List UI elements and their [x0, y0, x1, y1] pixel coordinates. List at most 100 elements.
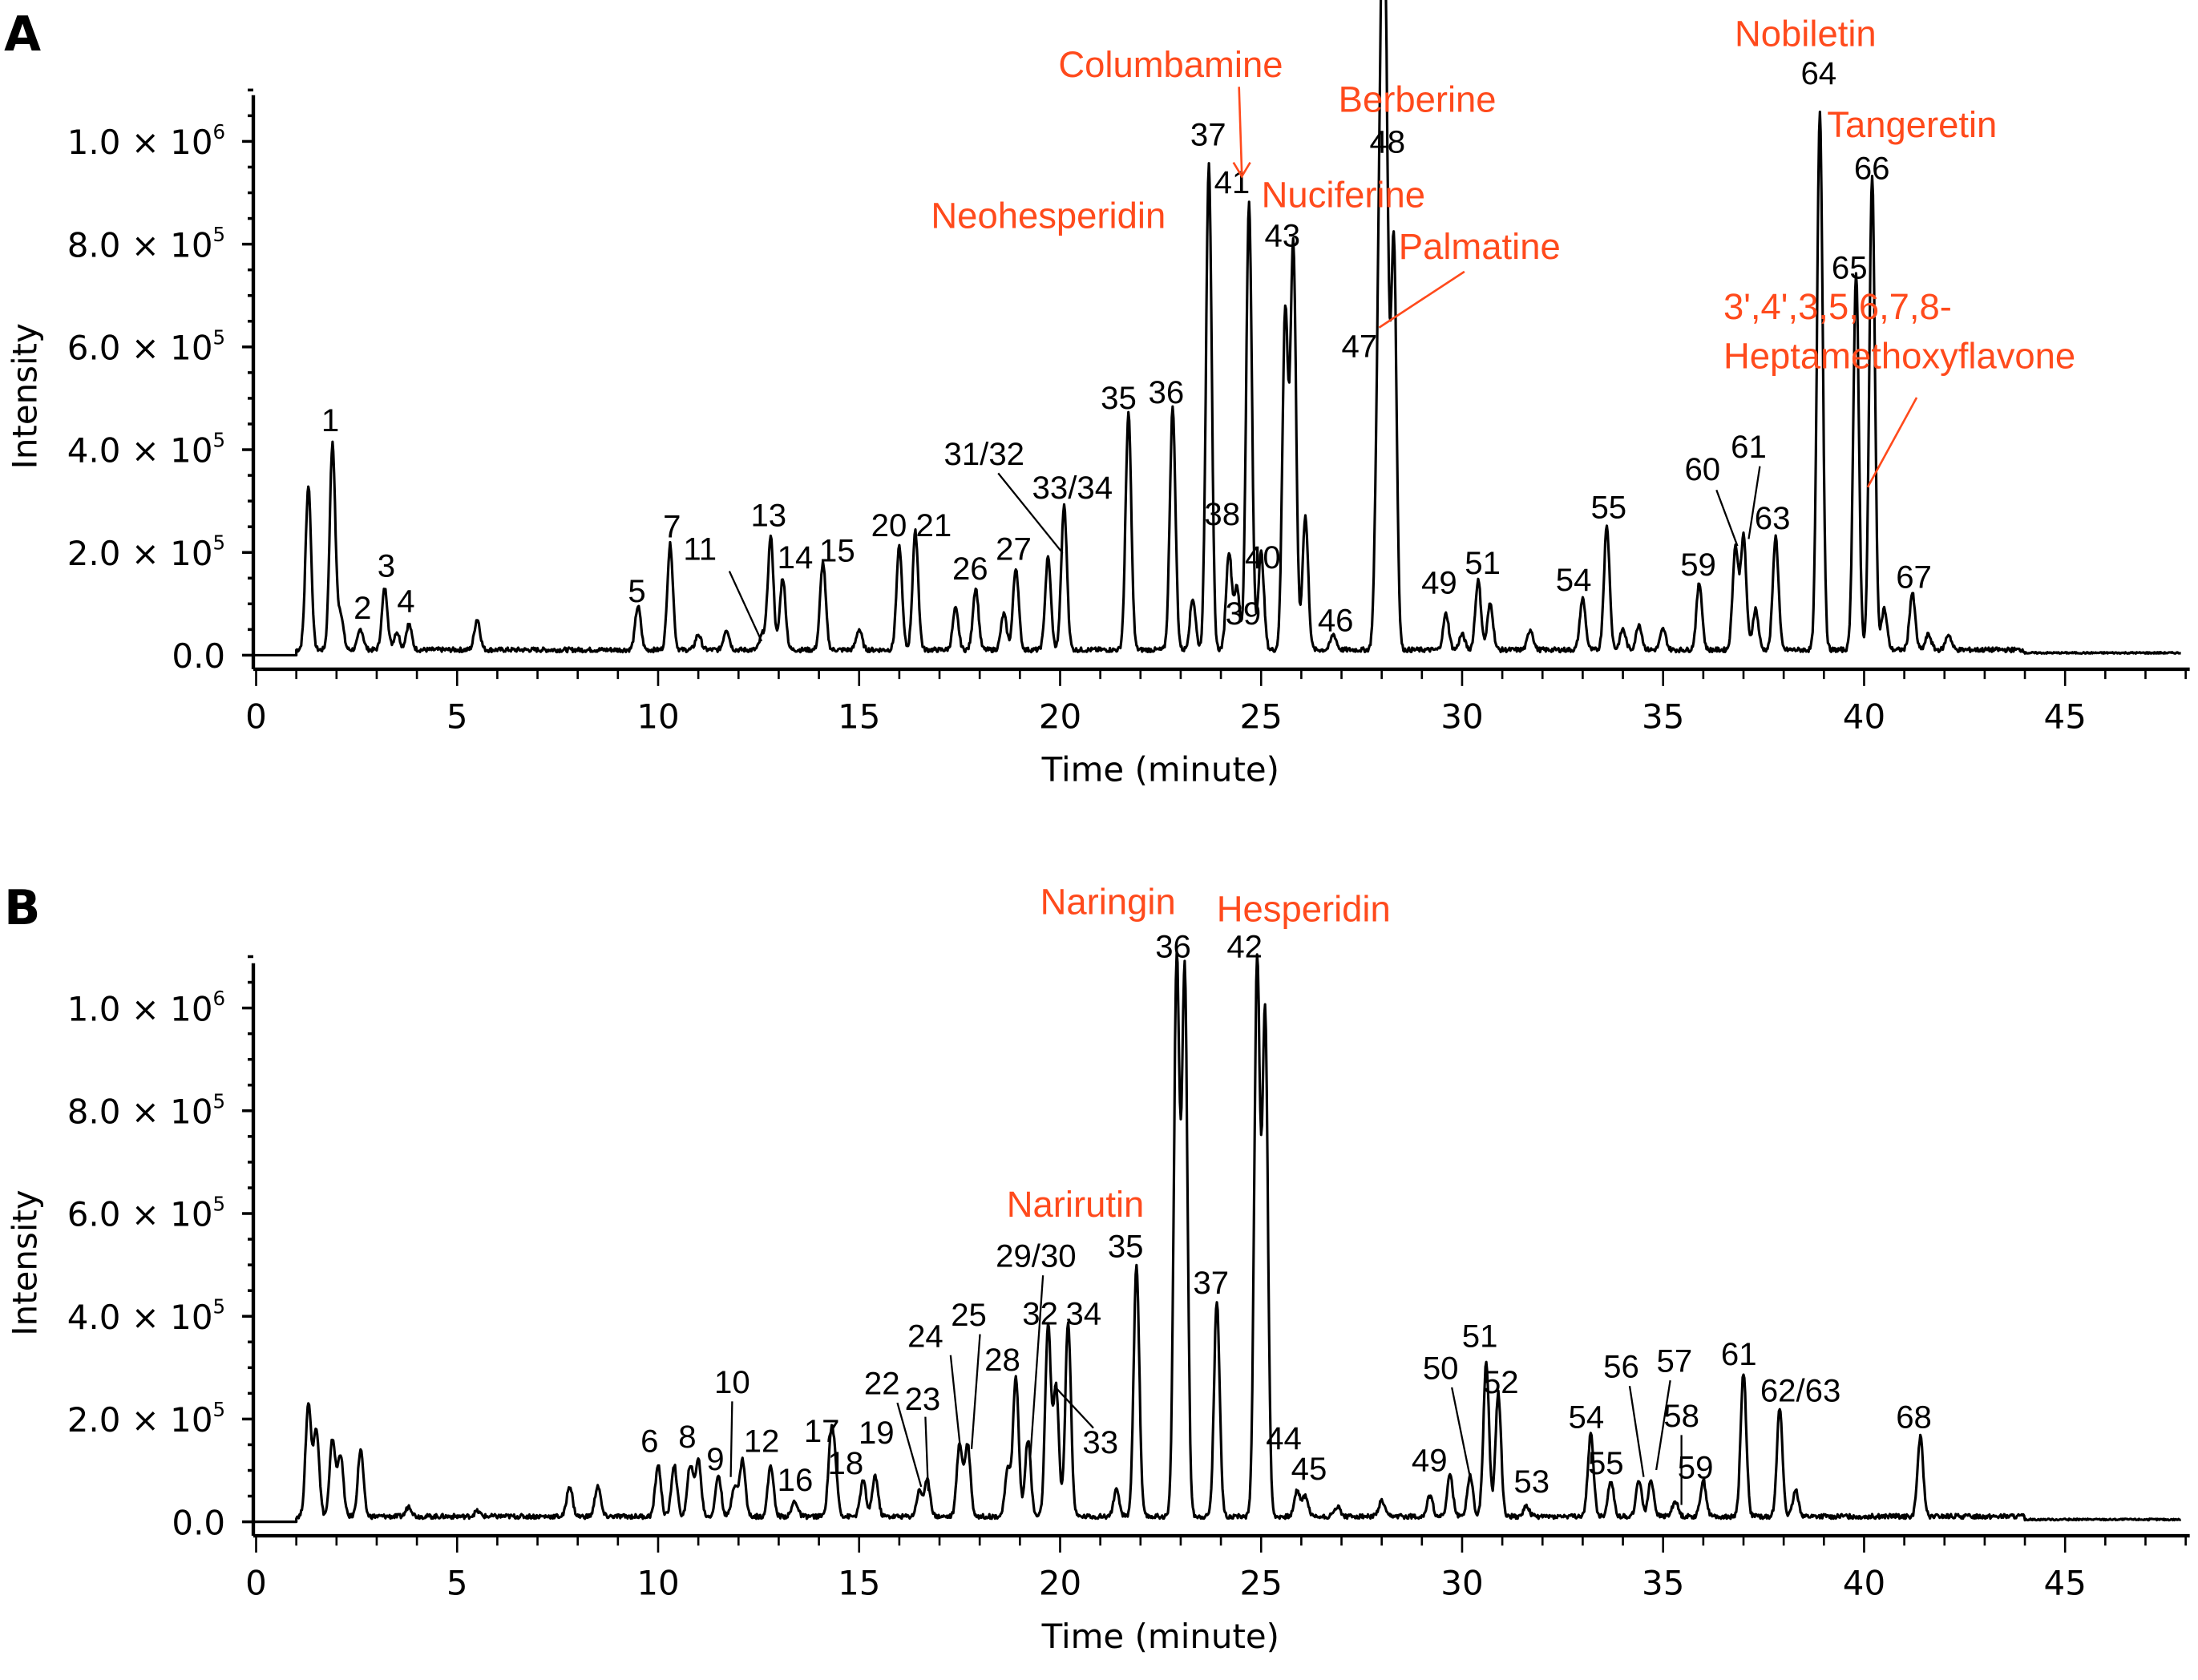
peak-label: 3 — [378, 548, 395, 584]
peak-label: 26 — [952, 551, 988, 587]
peak-label: 35 — [1101, 380, 1137, 416]
peak-label: 61 — [1721, 1336, 1757, 1372]
compound-arrow — [1238, 87, 1243, 174]
peak-label: 36 — [1149, 374, 1185, 410]
y-tick-mantissa: 8.0 × 10 — [67, 225, 213, 265]
peak-pointer-arrow — [1747, 466, 1761, 539]
peak-label: 39 — [1226, 596, 1262, 632]
peak-label: 62/63 — [1760, 1372, 1841, 1408]
y-tick-exponent: 5 — [213, 223, 226, 246]
x-tick-label: 5 — [446, 697, 468, 736]
x-tick-label: 35 — [1642, 697, 1684, 736]
peak-label: 13 — [750, 498, 786, 534]
compound-label: Nobiletin — [1735, 14, 1877, 55]
compound-label: Naringin — [1040, 882, 1176, 923]
peak-label: 44 — [1266, 1420, 1302, 1456]
peak-label: 33 — [1082, 1424, 1118, 1460]
y-tick-label: 0.0 — [172, 1503, 225, 1542]
chromatogram-trace — [252, 951, 2182, 1524]
peak-label: 9 — [706, 1441, 724, 1477]
x-axis-title: Time (minute) — [1041, 750, 1279, 790]
compound-arrow — [1866, 397, 1918, 488]
peak-label: 49 — [1421, 565, 1457, 601]
x-tick-label: 25 — [1240, 697, 1283, 736]
peak-pointer-arrow — [729, 1401, 733, 1477]
peak-label: 17 — [804, 1413, 840, 1449]
x-tick-label: 40 — [1843, 697, 1885, 736]
x-tick-label: 45 — [2044, 1563, 2087, 1602]
peak-label: 35 — [1108, 1229, 1144, 1265]
y-tick-label: 0.0 — [172, 636, 225, 676]
compound-label: Palmatine — [1399, 226, 1561, 267]
peak-label: 55 — [1588, 1445, 1624, 1481]
peak-label: 36 — [1155, 929, 1191, 965]
peak-label: 56 — [1603, 1349, 1639, 1385]
y-axis-title: Intensity — [5, 1189, 44, 1335]
y-tick-exponent: 5 — [213, 325, 226, 349]
peak-label: 65 — [1832, 250, 1868, 286]
peak-label: 59 — [1680, 547, 1716, 583]
compound-label: Tangeretin — [1827, 104, 1997, 145]
peak-label: 54 — [1556, 562, 1592, 598]
peak-label: 12 — [744, 1423, 780, 1459]
y-tick-exponent: 5 — [213, 429, 226, 452]
peak-label: 42 — [1226, 929, 1263, 965]
peak-pointer-arrow — [1628, 1386, 1645, 1477]
peak-label: 32 — [1022, 1295, 1058, 1331]
y-tick-label: 6.0 × 105 — [67, 1193, 225, 1234]
compound-label: Hesperidin — [1217, 888, 1391, 929]
peak-label: 31/32 — [944, 436, 1025, 472]
x-tick-label: 0 — [245, 1563, 267, 1602]
peak-label: 67 — [1896, 559, 1932, 596]
compound-label: Columbamine — [1058, 44, 1283, 85]
peak-label: 10 — [714, 1364, 750, 1400]
peak-label: 58 — [1663, 1398, 1699, 1434]
peak-pointer-arrow — [924, 1416, 930, 1492]
x-tick-label: 15 — [838, 1563, 880, 1602]
y-tick-mantissa: 8.0 × 10 — [67, 1092, 213, 1132]
peak-label: 41 — [1214, 164, 1251, 200]
x-tick-label: 15 — [838, 697, 880, 736]
peak-label: 5 — [628, 573, 645, 609]
x-tick-label: 10 — [636, 697, 679, 736]
y-tick-mantissa: 4.0 × 10 — [67, 1298, 213, 1337]
x-axis-title: Time (minute) — [1041, 1617, 1279, 1656]
y-tick-mantissa: 2.0 × 10 — [67, 1400, 213, 1440]
panel-a-compound-annotations: Columbamine Berberine Nuciferine Neohesp… — [931, 14, 2075, 488]
peak-label: 27 — [996, 531, 1032, 567]
peak-label: 16 — [778, 1462, 814, 1498]
x-tick-label: 10 — [636, 1563, 679, 1602]
peak-label: 60 — [1684, 451, 1720, 487]
peak-label: 51 — [1462, 1318, 1498, 1354]
peak-pointer-arrow — [896, 1402, 923, 1488]
peak-label: 57 — [1657, 1343, 1693, 1379]
peak-label: 33/34 — [1032, 470, 1113, 506]
peak-label: 22 — [864, 1366, 900, 1402]
peak-pointer-arrow — [1029, 1275, 1044, 1456]
peak-label: 20 — [871, 507, 907, 543]
peak-pointer-arrow — [1451, 1387, 1471, 1477]
x-tick-label: 30 — [1440, 1563, 1483, 1602]
y-tick-mantissa: 6.0 × 10 — [67, 1195, 213, 1234]
y-tick-exponent: 6 — [213, 987, 226, 1010]
peak-label: 28 — [984, 1342, 1020, 1378]
peak-label: 1 — [321, 402, 339, 438]
y-tick-mantissa: 0.0 — [172, 1503, 225, 1542]
x-tick-label: 30 — [1440, 697, 1483, 736]
peak-label: 25 — [951, 1297, 987, 1333]
y-tick-exponent: 5 — [213, 531, 226, 555]
peak-label: 61 — [1731, 429, 1767, 465]
y-tick-label: 2.0 × 105 — [67, 1398, 225, 1440]
peak-label: 50 — [1423, 1350, 1459, 1386]
peak-label: 11 — [683, 531, 717, 567]
chromatogram-trace — [252, 0, 2182, 657]
peak-pointer-arrow — [997, 472, 1064, 554]
y-tick-exponent: 5 — [213, 1398, 226, 1421]
x-tick-label: 45 — [2044, 697, 2087, 736]
peak-label: 45 — [1291, 1451, 1327, 1487]
peak-pointer-arrow — [949, 1355, 962, 1449]
peak-label: 37 — [1190, 117, 1226, 153]
peak-label: 59 — [1678, 1449, 1714, 1485]
peak-label: 21 — [916, 507, 952, 543]
